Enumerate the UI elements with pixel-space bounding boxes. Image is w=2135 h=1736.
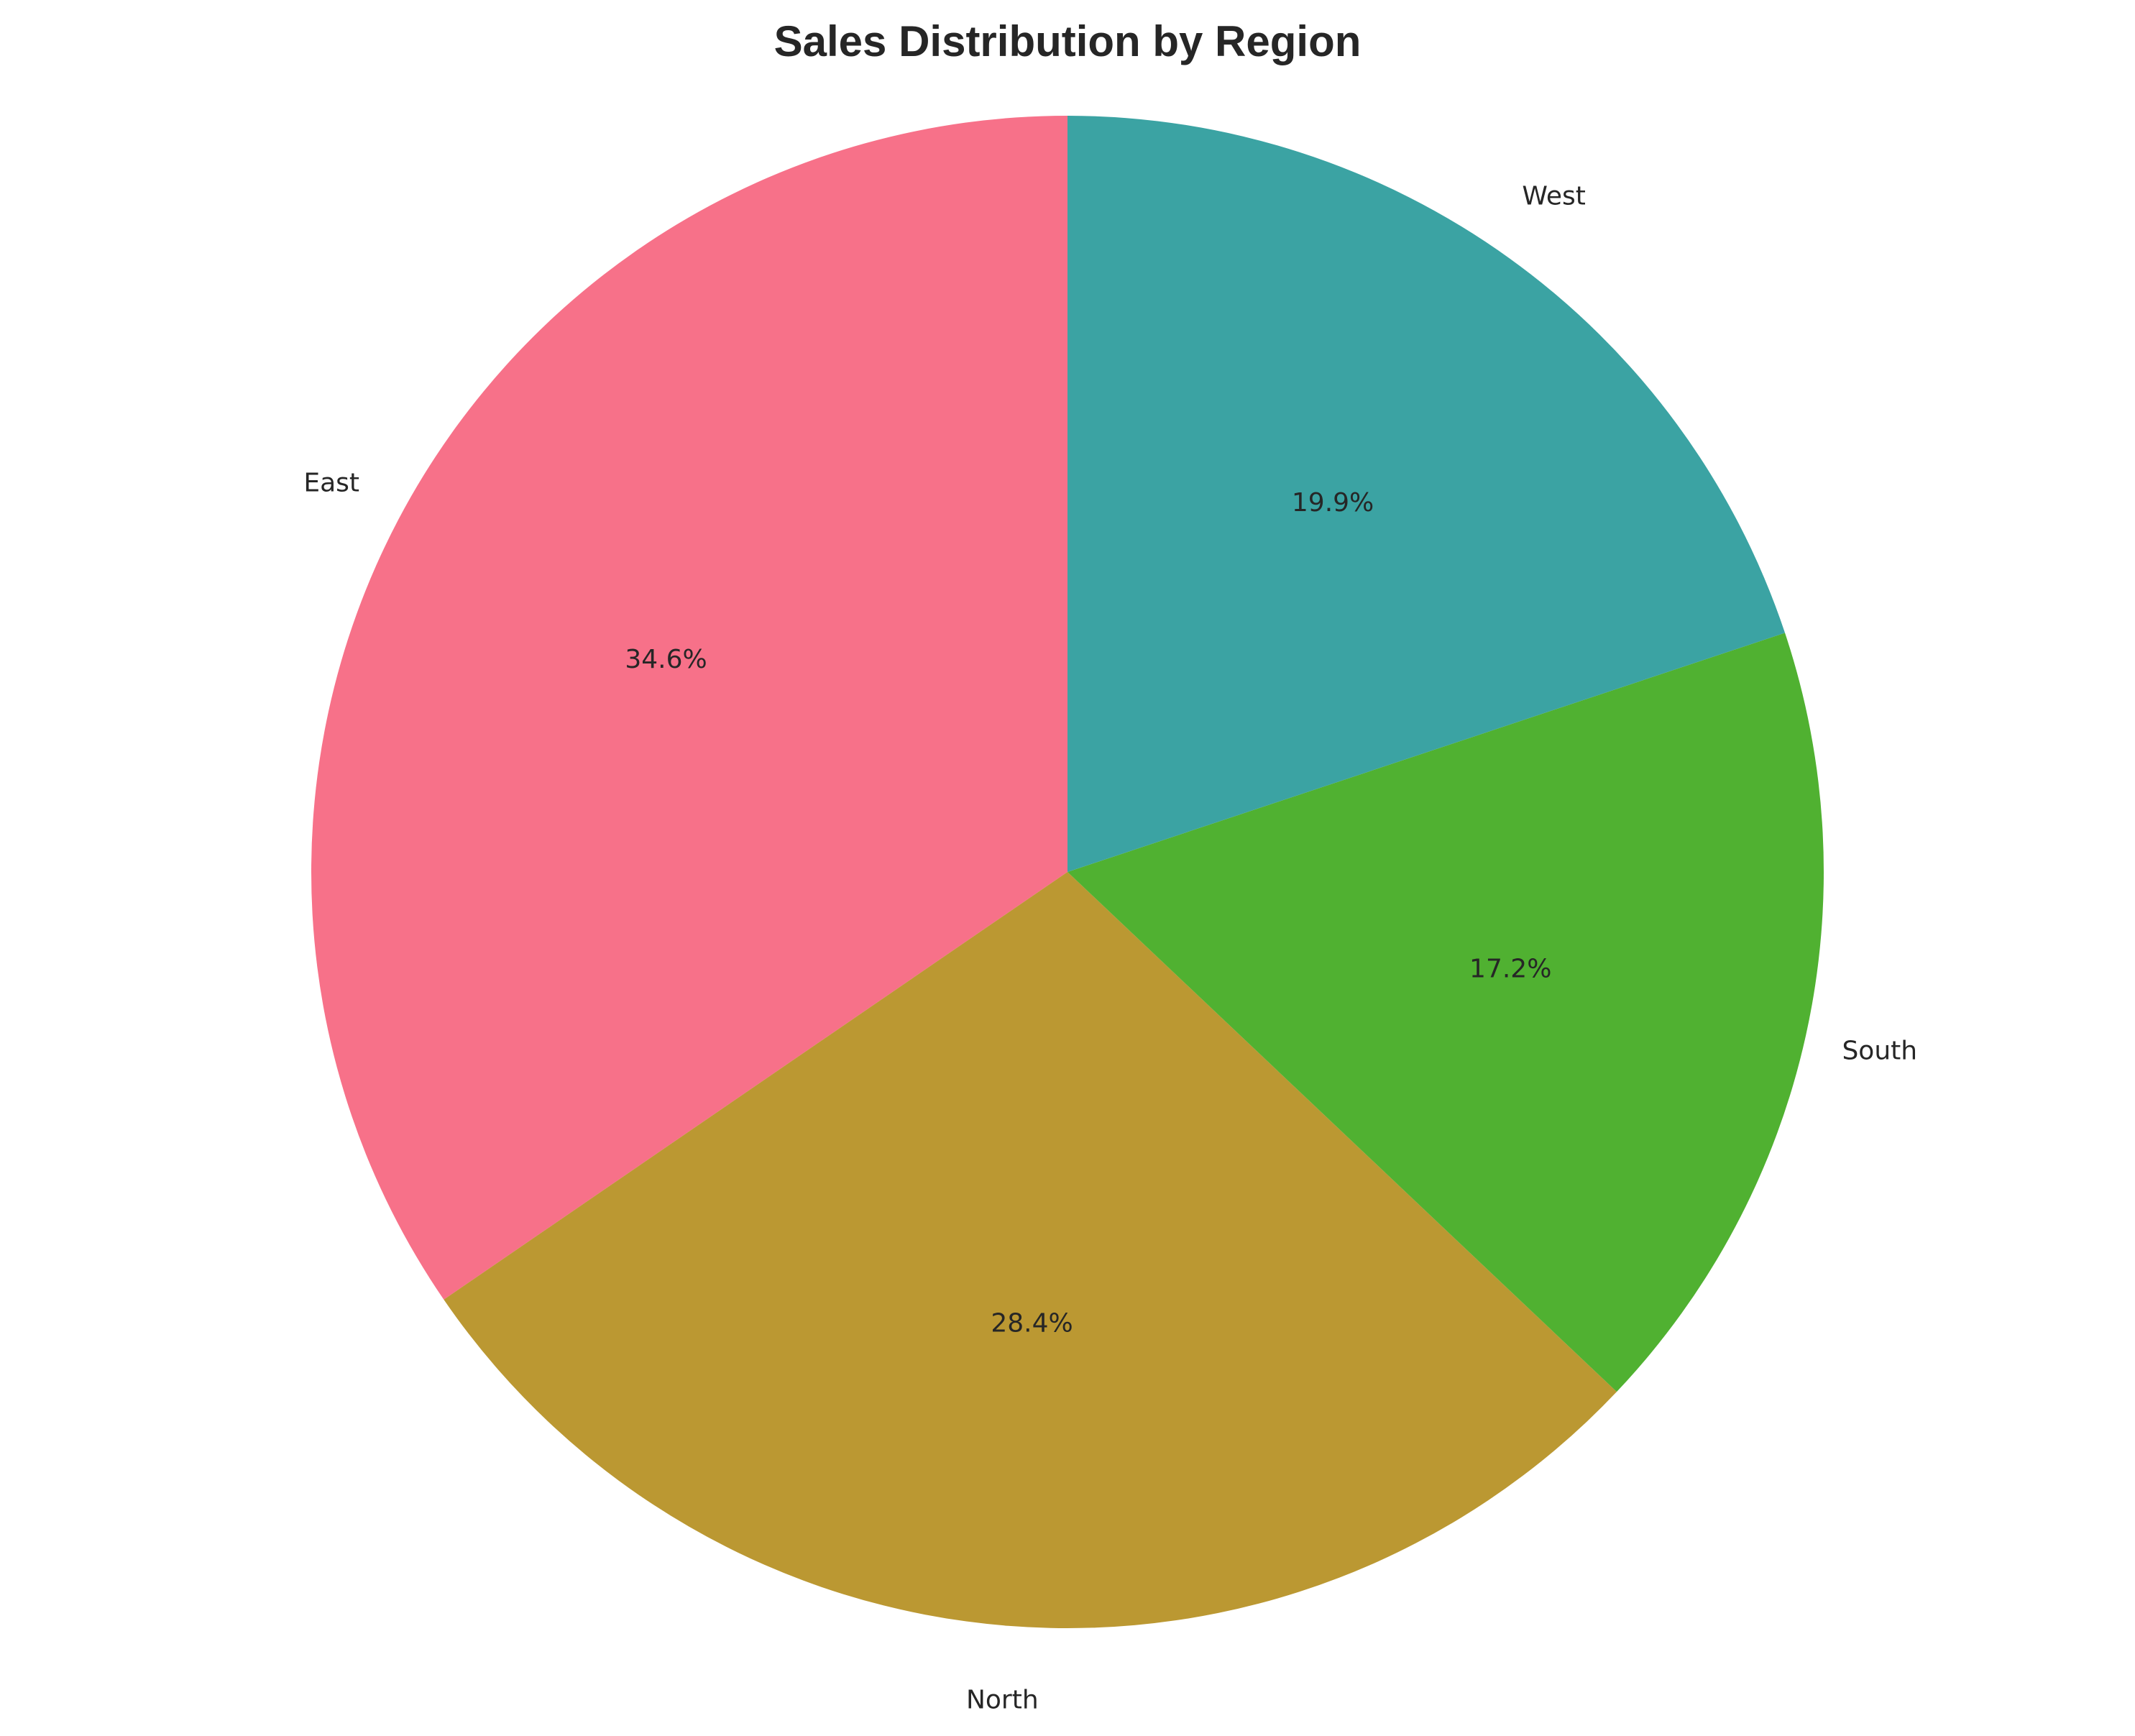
pie-slices (311, 116, 1824, 1628)
chart-title: Sales Distribution by Region (774, 17, 1362, 65)
slice-label-north: North (966, 1686, 1039, 1715)
pie-slice-north (444, 872, 1617, 1628)
pie-labels: East 34.6% North 28.4% South 17.2% West 19.9% (303, 181, 1917, 1714)
pie-slice-south (1068, 633, 1824, 1392)
slice-percent-north: 28.4% (991, 1308, 1073, 1338)
slice-percent-west: 19.9% (1292, 488, 1374, 518)
slice-percent-south: 17.2% (1469, 955, 1551, 984)
slice-percent-east: 34.6% (625, 645, 707, 674)
slice-label-south: South (1842, 1036, 1917, 1065)
pie-slice-east (311, 116, 1068, 1300)
pie-slice-west (1068, 116, 1786, 872)
slice-label-east: East (303, 469, 359, 498)
slice-label-west: West (1522, 181, 1586, 211)
